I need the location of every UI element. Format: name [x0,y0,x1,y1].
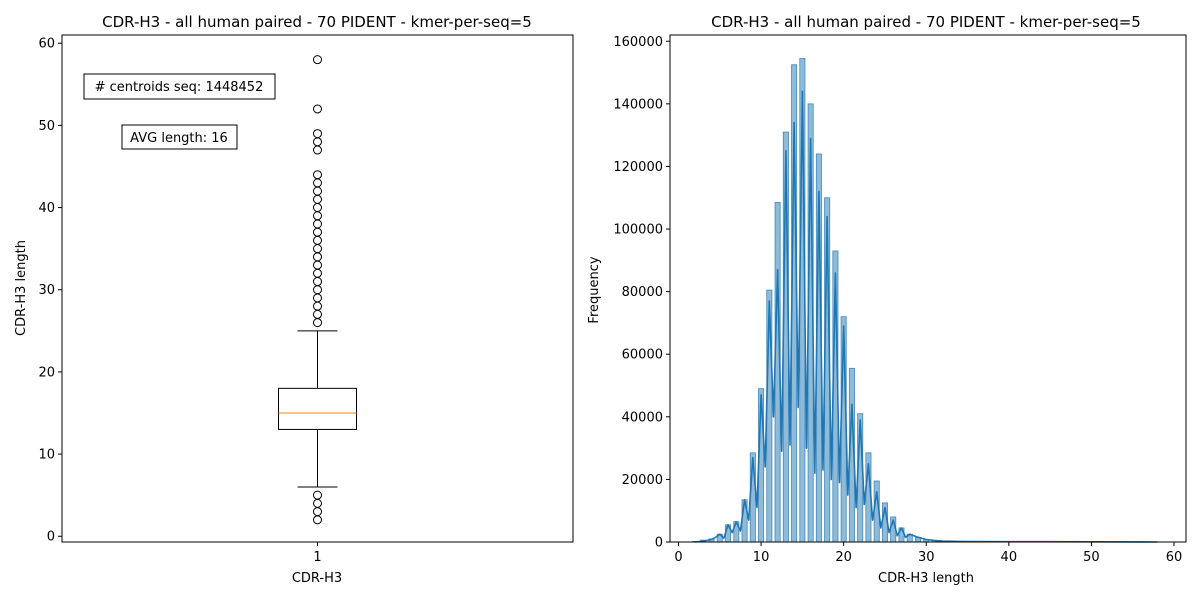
histogram-x-tick-label: 10 [753,550,770,565]
boxplot-y-tick-label: 60 [38,37,55,52]
histogram-y-tick-label: 20000 [622,473,663,488]
histogram-y-tick-label: 100000 [613,223,663,238]
boxplot-x-tick-label: 1 [313,550,321,565]
boxplot-outlier-point [313,515,322,525]
boxplot-outlier-point [313,507,322,517]
boxplot-outlier-point [313,490,322,500]
histogram-y-tick-label: 0 [655,536,663,551]
histogram-y-tick-label: 80000 [622,285,663,300]
boxplot-outlier-point [313,293,322,303]
boxplot-y-tick-label: 20 [38,365,55,380]
boxplot-outlier-point [313,498,322,508]
histogram-panel: CDR-H3 - all human paired - 70 PIDENT - … [587,13,1187,586]
boxplot-outlier-point [313,55,322,65]
histogram-y-tick-label: 60000 [622,348,663,363]
boxplot-y-tick-label: 30 [38,283,55,298]
histogram-x-tick-label: 0 [674,550,682,565]
boxplot-outlier-point [313,260,322,270]
avg-length-annotation: AVG length: 16 [130,131,228,146]
boxplot-outlier-point [313,178,322,188]
centroids-annotation: # centroids seq: 1448452 [95,80,264,95]
boxplot-outlier-point [313,268,322,278]
boxplot-outlier-point [313,194,322,204]
boxplot-outlier-point [313,129,322,139]
boxplot-outlier-point [313,203,322,213]
boxplot-outlier-point [313,211,322,221]
boxplot-axes-frame [61,34,574,543]
boxplot-title: CDR-H3 - all human paired - 70 PIDENT - … [102,13,532,31]
histogram-y-axis-label: Frequency [587,256,602,323]
histogram-x-tick-label: 40 [1001,550,1018,565]
boxplot-y-tick-label: 10 [38,448,55,463]
histogram-x-tick-label: 60 [1166,550,1183,565]
boxplot-y-tick-label: 50 [38,119,55,134]
boxplot-outlier-point [313,309,322,319]
histogram-density-line [694,90,1158,543]
boxplot-outlier-point [313,252,322,262]
boxplot-box [278,387,357,430]
boxplot-outlier-point [313,318,322,328]
histogram-x-tick-label: 50 [1083,550,1100,565]
boxplot-panel: CDR-H3 - all human paired - 70 PIDENT - … [14,13,574,586]
histogram-title: CDR-H3 - all human paired - 70 PIDENT - … [711,13,1141,31]
boxplot-outlier-point [313,170,322,180]
boxplot-x-axis-label: CDR-H3 [292,571,342,586]
histogram-y-tick-label: 160000 [613,35,663,50]
boxplot-outlier-point [313,227,322,237]
boxplot-outlier-point [313,301,322,311]
centroids-annotation-box [83,73,276,100]
boxplot-y-tick-label: 40 [38,201,55,216]
histogram-x-tick-label: 30 [918,550,935,565]
histogram-y-tick-label: 40000 [622,410,663,425]
histogram-y-tick-label: 120000 [613,160,663,175]
boxplot-outlier-point [313,145,322,155]
histogram-axes-frame [669,34,1187,543]
boxplot-outlier-point [313,186,322,196]
boxplot-y-axis-label: CDR-H3 length [14,240,29,336]
histogram-y-tick-label: 140000 [613,97,663,112]
boxplot-outlier-point [313,244,322,254]
avg-length-annotation-box [121,124,238,150]
boxplot-y-tick-label: 0 [47,530,55,545]
boxplot-outlier-point [313,277,322,287]
boxplot-outlier-point [313,137,322,147]
histogram-x-axis-label: CDR-H3 length [878,571,974,586]
boxplot-outlier-point [313,235,322,245]
boxplot-outlier-point [313,104,322,114]
boxplot-outlier-point [313,285,322,295]
boxplot-outlier-point [313,219,322,229]
histogram-x-tick-label: 20 [835,550,852,565]
